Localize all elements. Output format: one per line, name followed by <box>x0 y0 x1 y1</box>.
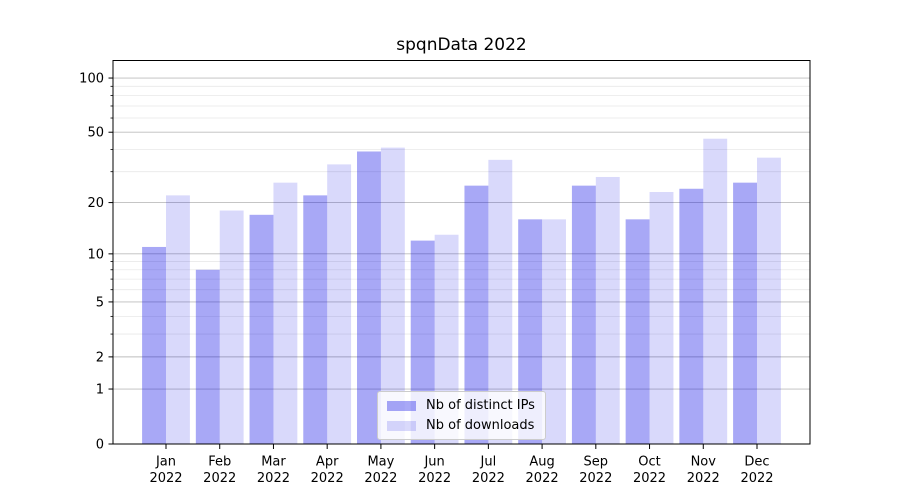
y-tick-label: 50 <box>87 126 104 141</box>
legend-label-downloads: Nb of downloads <box>426 418 535 433</box>
bar-downloads-feb <box>219 210 244 444</box>
bar-downloads-apr <box>327 164 352 444</box>
x-tick-label: Aug 2022 <box>526 455 559 487</box>
bar-distinct-ips-aug <box>518 219 543 444</box>
x-tick-label: Sep 2022 <box>579 455 612 487</box>
x-tick-label: Jun 2022 <box>418 455 451 487</box>
y-tick-label: 10 <box>87 247 104 262</box>
bar-distinct-ips-dec <box>733 182 757 444</box>
bar-distinct-ips-sep <box>571 185 596 444</box>
bar-downloads-jan <box>166 195 190 444</box>
x-tick-label: May 2022 <box>364 455 397 487</box>
x-tick-label: Apr 2022 <box>311 455 344 487</box>
y-tick-label: 20 <box>87 196 104 211</box>
bar-distinct-ips-apr <box>303 195 328 444</box>
legend-item: Nb of distinct IPs <box>387 398 535 413</box>
y-tick-label: 1 <box>96 383 104 398</box>
legend-item: Nb of downloads <box>387 418 535 433</box>
bar-distinct-ips-feb <box>195 269 220 444</box>
plot-border <box>112 60 811 445</box>
y-tick-label: 100 <box>79 72 104 87</box>
bar-downloads-mar <box>273 182 298 444</box>
y-tick-label: 0 <box>96 438 104 453</box>
bar-downloads-dec <box>757 157 781 444</box>
x-tick-label: Jan 2022 <box>149 455 182 487</box>
x-tick-label: Feb 2022 <box>203 455 236 487</box>
y-tick-label: 2 <box>96 350 104 365</box>
bar-distinct-ips-jul <box>464 185 489 444</box>
bar-distinct-ips-nov <box>679 188 704 444</box>
x-tick-label: Nov 2022 <box>687 455 720 487</box>
x-tick-label: Jul 2022 <box>472 455 505 487</box>
chart-title: spqnData 2022 <box>396 35 527 55</box>
bar-distinct-ips-oct <box>625 219 650 444</box>
bar-downloads-may <box>380 147 405 444</box>
x-tick-label: Dec 2022 <box>740 455 773 487</box>
legend: Nb of distinct IPs Nb of downloads <box>377 391 546 440</box>
bar-downloads-sep <box>595 176 620 444</box>
y-tick-label: 5 <box>96 295 104 310</box>
bar-downloads-oct <box>649 191 674 444</box>
bar-distinct-ips-mar <box>249 214 274 444</box>
bar-distinct-ips-may <box>357 151 381 445</box>
x-tick-label: Oct 2022 <box>633 455 666 487</box>
bar-distinct-ips-jan <box>142 246 166 444</box>
legend-label-distinct-ips: Nb of distinct IPs <box>426 398 535 413</box>
bar-downloads-aug <box>542 219 566 444</box>
legend-swatch-distinct-ips-icon <box>387 400 416 411</box>
legend-swatch-downloads-icon <box>387 420 416 431</box>
bar-downloads-nov <box>703 138 728 444</box>
x-tick-label: Mar 2022 <box>257 455 290 487</box>
bar-downloads-jul <box>488 159 513 444</box>
